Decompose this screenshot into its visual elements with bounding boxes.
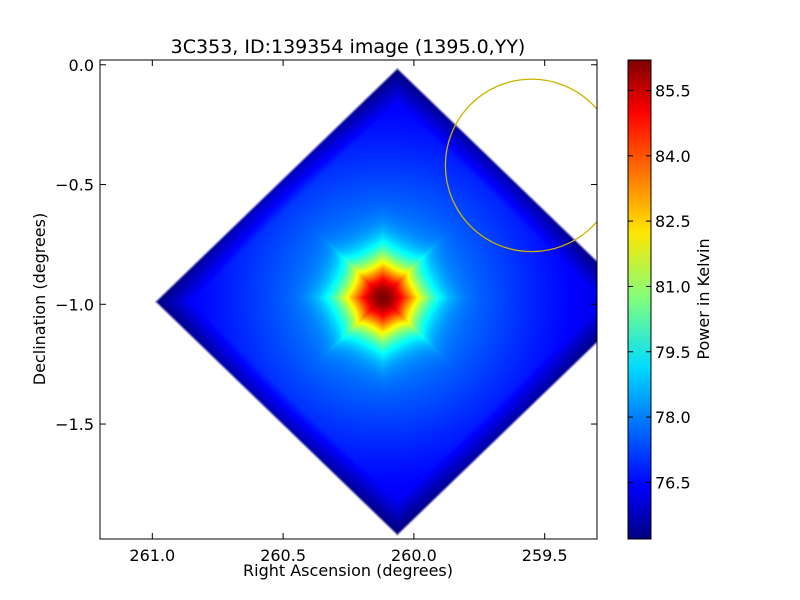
heatmap-raster: [100, 60, 597, 539]
colorbar-tick-label: 82.5: [655, 212, 691, 231]
x-axis-label: Right Ascension (degrees): [243, 561, 453, 580]
colorbar-tick-label: 78.0: [655, 408, 691, 427]
colorbar-tick-label: 76.5: [655, 473, 691, 492]
y-axis: 0.0 −0.5 −1.0 −1.5: [55, 56, 597, 434]
x-tick-label: 259.5: [522, 546, 568, 565]
colorbar-axis: 76.5 78.0 79.5 81.0 82.5 84.0 85.5: [628, 81, 691, 492]
heatmap-image: [100, 60, 597, 539]
y-axis-label: Declination (degrees): [30, 213, 49, 385]
colorbar-tick-label: 79.5: [655, 343, 691, 362]
colorbar-tick-label: 81.0: [655, 277, 691, 296]
y-tick-label: −1.5: [55, 415, 94, 434]
chart-title: 3C353, ID:139354 image (1395.0,YY): [171, 36, 526, 58]
colorbar-tick-label: 85.5: [655, 81, 691, 100]
y-tick-label: 0.0: [69, 56, 94, 75]
x-tick-label: 261.0: [129, 546, 175, 565]
colorbar-label: Power in Kelvin: [694, 238, 713, 359]
colorbar-tick-label: 84.0: [655, 147, 691, 166]
axes-frame: [99, 59, 598, 540]
x-tick-label: 260.5: [260, 546, 306, 565]
colorbar: [627, 59, 652, 540]
y-tick-label: −1.0: [55, 295, 94, 314]
beam-circle: [444, 78, 597, 253]
y-tick-label: −0.5: [55, 176, 94, 195]
x-tick-label: 260.0: [391, 546, 437, 565]
x-axis: 261.0 260.5 260.0 259.5: [129, 60, 568, 565]
